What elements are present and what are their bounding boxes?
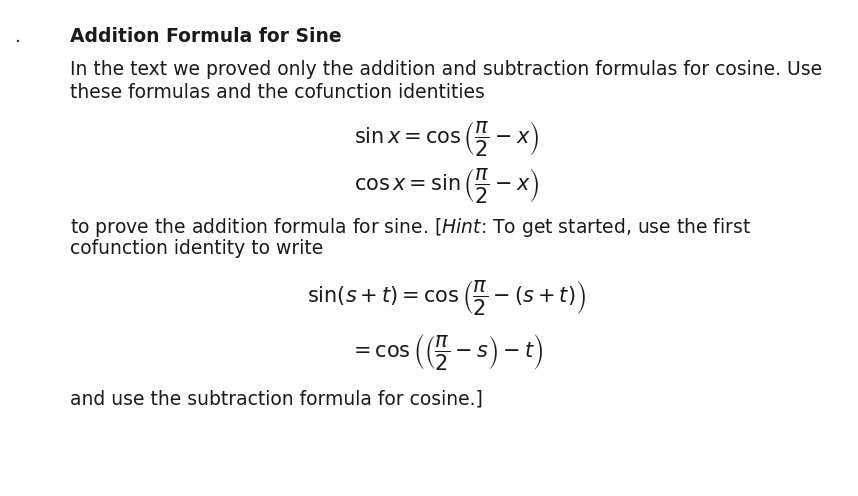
Text: $\sin(s + t) = \cos\left(\dfrac{\pi}{2} - (s+t)\right)$: $\sin(s + t) = \cos\left(\dfrac{\pi}{2} … bbox=[306, 278, 586, 317]
Text: Addition Formula for Sine: Addition Formula for Sine bbox=[70, 27, 342, 46]
Text: to prove the addition formula for sine. [$\mathit{Hint}$: To get started, use th: to prove the addition formula for sine. … bbox=[70, 216, 752, 239]
Text: .: . bbox=[15, 27, 21, 46]
Text: cofunction identity to write: cofunction identity to write bbox=[70, 239, 323, 258]
Text: In the text we proved only the addition and subtraction formulas for cosine. Use: In the text we proved only the addition … bbox=[70, 60, 823, 78]
Text: $\cos x = \sin\left(\dfrac{\pi}{2} - x\right)$: $\cos x = \sin\left(\dfrac{\pi}{2} - x\r… bbox=[353, 166, 539, 205]
Text: $= \cos\left(\left(\dfrac{\pi}{2} - s\right) - t\right)$: $= \cos\left(\left(\dfrac{\pi}{2} - s\ri… bbox=[349, 332, 543, 372]
Text: $\sin x = \cos\left(\dfrac{\pi}{2} - x\right)$: $\sin x = \cos\left(\dfrac{\pi}{2} - x\r… bbox=[353, 119, 539, 158]
Text: these formulas and the cofunction identities: these formulas and the cofunction identi… bbox=[70, 83, 486, 102]
Text: and use the subtraction formula for cosine.]: and use the subtraction formula for cosi… bbox=[70, 389, 483, 408]
